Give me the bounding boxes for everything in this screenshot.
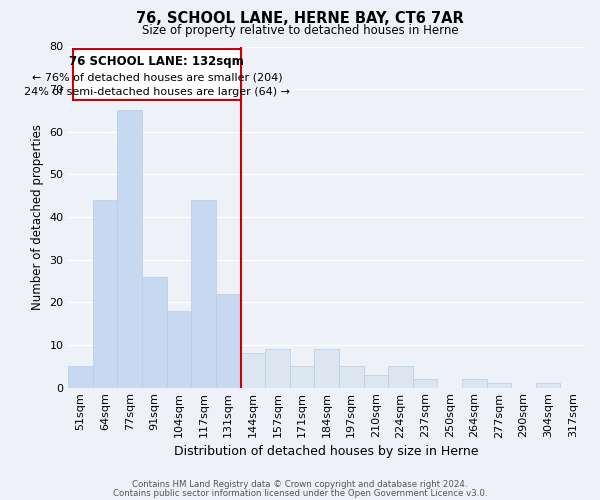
Bar [536, 384, 560, 388]
Text: Size of property relative to detached houses in Herne: Size of property relative to detached ho… [142, 24, 458, 37]
Text: ← 76% of detached houses are smaller (204): ← 76% of detached houses are smaller (20… [32, 72, 282, 82]
Text: 76 SCHOOL LANE: 132sqm: 76 SCHOOL LANE: 132sqm [70, 55, 244, 68]
Bar [290, 366, 314, 388]
Text: Contains HM Land Registry data © Crown copyright and database right 2024.: Contains HM Land Registry data © Crown c… [132, 480, 468, 489]
X-axis label: Distribution of detached houses by size in Herne: Distribution of detached houses by size … [175, 444, 479, 458]
Text: Contains public sector information licensed under the Open Government Licence v3: Contains public sector information licen… [113, 488, 487, 498]
Bar [241, 354, 265, 388]
Bar [216, 294, 241, 388]
Bar [364, 375, 388, 388]
Bar [388, 366, 413, 388]
Bar [314, 349, 339, 388]
Bar [167, 311, 191, 388]
Bar [462, 379, 487, 388]
Bar [118, 110, 142, 388]
FancyBboxPatch shape [73, 48, 241, 100]
Bar [142, 276, 167, 388]
Text: 76, SCHOOL LANE, HERNE BAY, CT6 7AR: 76, SCHOOL LANE, HERNE BAY, CT6 7AR [136, 11, 464, 26]
Y-axis label: Number of detached properties: Number of detached properties [31, 124, 44, 310]
Bar [68, 366, 93, 388]
Bar [413, 379, 437, 388]
Text: 24% of semi-detached houses are larger (64) →: 24% of semi-detached houses are larger (… [24, 87, 290, 97]
Bar [191, 200, 216, 388]
Bar [265, 349, 290, 388]
Bar [339, 366, 364, 388]
Bar [93, 200, 118, 388]
Bar [487, 384, 511, 388]
